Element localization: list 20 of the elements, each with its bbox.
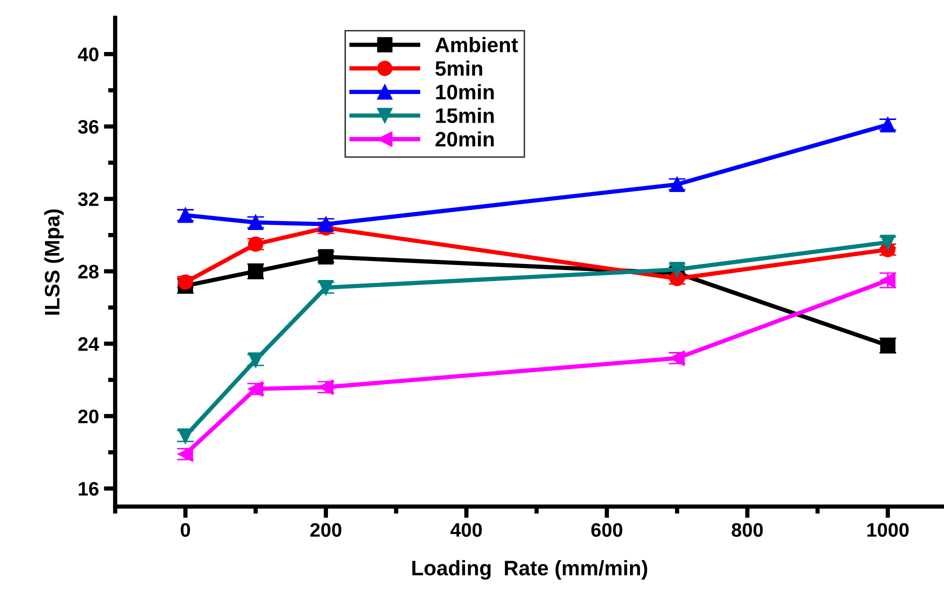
y-tick-label: 16 — [78, 482, 98, 496]
x-tick-label: 1000 — [867, 523, 909, 537]
legend-label: 15min — [436, 108, 494, 124]
y-tick-label: 28 — [78, 264, 99, 279]
y-tick-label: 40 — [78, 48, 98, 62]
x-tick-label: 0 — [180, 523, 190, 537]
y-axis-title: ILSS (Mpa) — [44, 209, 64, 315]
legend-label: 20min — [436, 131, 494, 147]
y-tick-label: 36 — [78, 120, 98, 134]
x-tick-label: 800 — [732, 523, 763, 537]
x-tick-label: 600 — [591, 523, 622, 537]
y-tick-label: 24 — [78, 337, 100, 351]
x-axis-title: Loading Rate (mm/min) — [412, 560, 648, 580]
legend-label: 5min — [435, 60, 482, 76]
x-tick-label: 400 — [450, 523, 482, 537]
x-tick-label: 200 — [310, 523, 342, 537]
legend-label: 10min — [436, 84, 494, 100]
legend-label: Ambient — [435, 36, 518, 52]
y-tick-label: 32 — [78, 192, 98, 206]
y-tick-label: 20 — [78, 410, 98, 424]
